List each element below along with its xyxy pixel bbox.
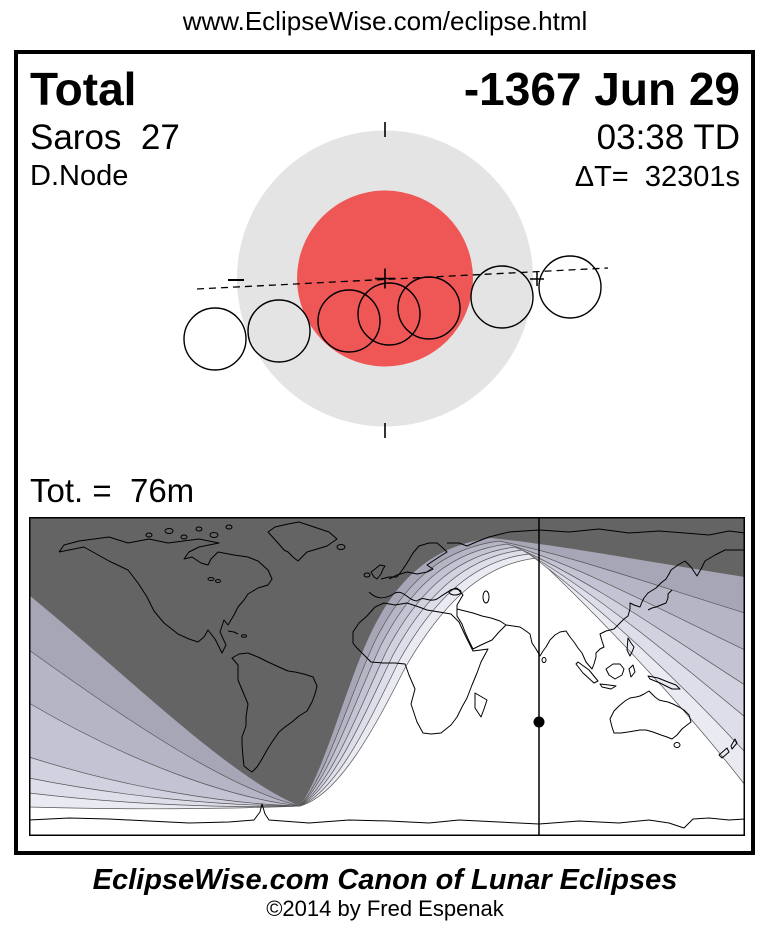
shadow-diagram [183,122,609,438]
eclipse-date: -1367 Jun 29 [463,63,740,115]
node-label: D.Node [30,160,129,192]
moon-disk-greatest [357,282,421,346]
footer-title: EclipseWise.com Canon of Lunar Eclipses [92,864,678,896]
eclipse-type-label: Total [30,63,137,115]
moon-disk-p1 [183,307,247,371]
axis-tick-marks [228,122,386,438]
zenith-point-dot [533,716,545,728]
greatest-eclipse-cross [530,272,544,286]
eclipse-time: 03:38 TD [596,118,740,157]
saros-label: Saros 27 [30,118,180,157]
ecliptic-dashed-line [196,267,609,290]
footer-copyright: ©2014 by Fred Espenak [266,896,504,921]
url-header: www.EclipseWise.com/eclipse.html [182,6,588,36]
coastlines [29,521,745,829]
delta-t-value: ΔT= 32301s [574,161,740,193]
moon-disk-u4 [470,265,534,329]
shadow-center-cross [375,268,395,289]
visibility-bands [29,517,745,810]
moon-disk-p4 [538,255,602,319]
moon-disk-u1 [247,299,311,363]
stat-totality-duration: Tot. = 76m [30,472,195,509]
map-not-visible-zone [29,517,745,806]
moon-disk-u2 [317,289,381,353]
figure-frame [14,50,755,855]
visibility-map [29,517,745,836]
map-border [29,517,745,836]
